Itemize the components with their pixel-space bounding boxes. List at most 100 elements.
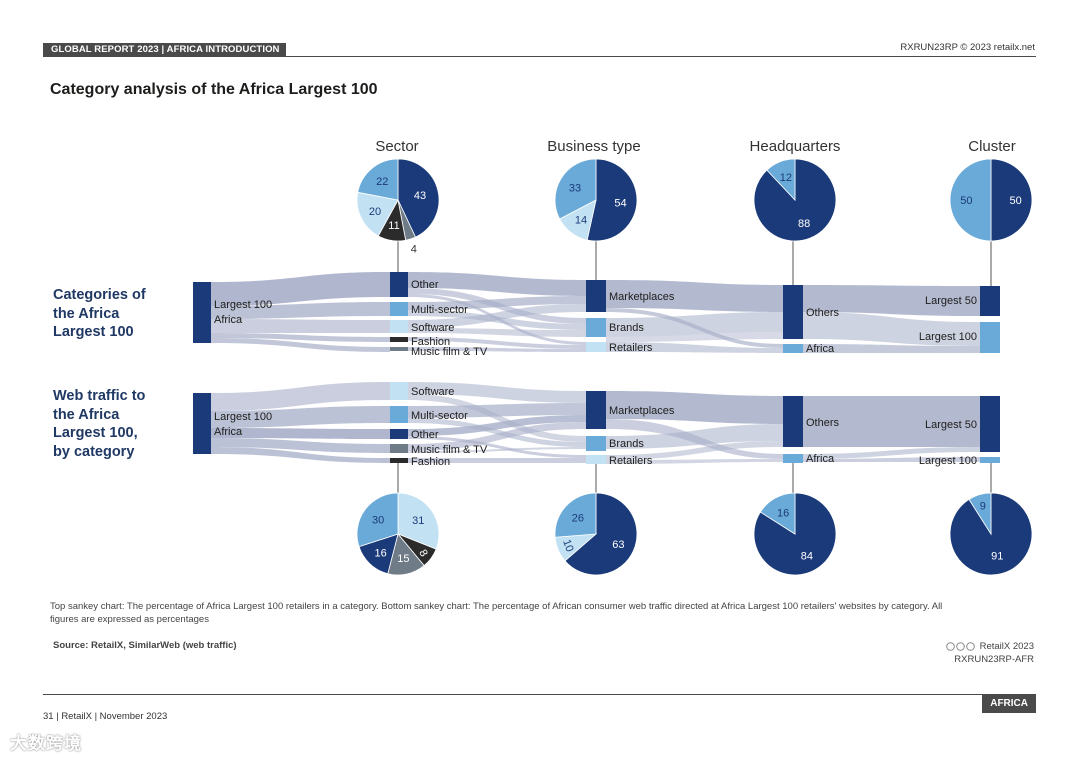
bottom-sankey-chart: Largest 100 Africa Software Multi-sector… — [193, 382, 1000, 468]
page-title: Category analysis of the Africa Largest … — [50, 81, 378, 98]
sankey-flow-marketplaces-others — [606, 391, 783, 424]
pie-value-label: 4 — [411, 244, 417, 256]
sankey-flow-marketplaces-others — [606, 280, 783, 312]
sankey-label-retailers: Retailers — [609, 455, 653, 467]
sankey-label-music: Music film & TV — [411, 346, 488, 358]
sankey-flow-music-retailers — [408, 347, 586, 352]
pie-value-label: 88 — [798, 218, 810, 230]
sankey-flow-root-fashion — [211, 333, 390, 342]
sankey-node-software — [390, 382, 408, 400]
sankey-flow-root-multisector — [211, 406, 390, 428]
sankey-flow-software-marketplaces — [408, 382, 586, 403]
sankey-flow-root-other — [211, 428, 390, 439]
retailx-credit: RetailX 2023 RXRUN23RP-AFR — [945, 640, 1034, 666]
category-analysis-chart: Largest 100 Africa Other Multi-sector So… — [193, 158, 1033, 576]
top-chart-label-line: Largest 100 — [53, 324, 134, 340]
pie-value-label: 15 — [397, 553, 409, 565]
pie-value-label: 26 — [572, 512, 584, 524]
sankey-flow-software-brands — [408, 394, 586, 442]
column-heading-headquarters: Headquarters — [749, 138, 841, 155]
sankey-node-africa — [783, 454, 803, 463]
pie-value-label: 30 — [372, 515, 384, 527]
sankey-flow-root-other — [211, 272, 390, 306]
pie-slice-brands — [554, 158, 597, 220]
sankey-node-multi-sector — [390, 302, 408, 316]
sankey-label-largest-50: Largest 50 — [925, 419, 977, 431]
bottom-chart-label-line: Largest 100, — [53, 425, 138, 441]
sankey-flow-root-music — [211, 438, 390, 453]
sankey-label-africa: Africa — [806, 343, 835, 355]
sankey-flow-fashion-retailers — [408, 337, 586, 349]
sankey-flow-retailers-others — [606, 441, 783, 460]
pie-connectors — [397, 240, 992, 495]
sankey-label-brands: Brands — [609, 438, 644, 450]
sankey-label-multi-sector: Multi-sector — [411, 410, 468, 422]
sankey-flow-africa-largest100 — [803, 344, 980, 353]
sankey-node-root — [193, 282, 211, 343]
sankey-label-largest-100: Largest 100 — [919, 455, 977, 467]
pie-slice-multi-sector — [357, 158, 399, 201]
column-heading-sector: Sector — [375, 138, 419, 155]
sankey-label-marketplaces: Marketplaces — [609, 291, 675, 303]
pie-chart-sector: 43 4 11 20 22 — [356, 158, 440, 256]
pie-chart-sector: 31 8 15 16 30 — [356, 492, 440, 576]
sankey-node-africa — [783, 344, 803, 353]
sankey-label-software: Software — [411, 386, 454, 398]
top-sankey-labels: Largest 100 Africa Other Multi-sector So… — [214, 279, 977, 358]
sankey-flow-africa-largest50 — [803, 447, 980, 459]
pie-slice-software — [397, 492, 440, 550]
retailx-report-code: RXRUN23RP-AFR — [954, 654, 1034, 665]
sankey-flow-brands-others — [606, 424, 783, 449]
sankey-label-other: Other — [411, 279, 439, 291]
sankey-label-other: Other — [411, 429, 439, 441]
sankey-label-brands: Brands — [609, 322, 644, 334]
pie-value-label: 50 — [1009, 195, 1021, 207]
sankey-label-software: Software — [411, 322, 454, 334]
sankey-root-label: Africa — [214, 314, 243, 326]
pie-value-label: 50 — [960, 195, 972, 207]
sankey-node-marketplaces — [586, 391, 606, 429]
sankey-flow-other-marketplaces — [408, 415, 586, 436]
pie-slice-marketplaces — [586, 158, 638, 242]
pie-value-label: 9 — [980, 501, 986, 513]
pie-chart-headquarters: 88 12 — [753, 158, 837, 242]
pie-slice-africa — [759, 492, 796, 535]
pie-charts: 43 4 11 20 22 54 14 33 88 12 50 50 31 8 15 16 30 63 10 26 84… — [356, 158, 1033, 576]
sankey-root-label: Africa — [214, 426, 243, 438]
bottom-chart-label: Web traffic to the Africa Largest 100, b… — [53, 387, 145, 461]
page-footer: 31 | RetailX | November 2023 — [43, 711, 168, 722]
sankey-label-multi-sector: Multi-sector — [411, 304, 468, 316]
sankey-node-music — [390, 444, 408, 453]
watermark: 大数跨境 — [10, 734, 82, 753]
sankey-node-retailers — [586, 342, 606, 352]
sankey-flow-multisector-marketplaces — [408, 296, 586, 310]
sankey-node-music — [390, 347, 408, 351]
pie-slice-largest-100 — [968, 492, 992, 536]
sankey-flow-others-largest50 — [803, 285, 980, 316]
pie-value-label: 31 — [412, 515, 424, 527]
pie-slice-largest-100 — [949, 158, 992, 242]
bottom-sankey-nodes — [193, 382, 1000, 464]
sankey-node-fashion — [390, 337, 408, 342]
sankey-node-largest-100 — [980, 322, 1000, 353]
sankey-flow-retailers-africa — [606, 342, 783, 353]
pie-value-label: 22 — [376, 176, 388, 188]
pie-value-label: 43 — [414, 190, 426, 202]
report-header-tag: GLOBAL REPORT 2023 | AFRICA INTRODUCTION — [43, 43, 286, 57]
pie-value-label: 33 — [569, 182, 581, 194]
bottom-sankey-flows — [211, 382, 980, 464]
sankey-flow-africa-largest100 — [803, 457, 980, 462]
pie-slice-africa — [766, 158, 796, 202]
pie-value-label: 14 — [575, 215, 587, 227]
sankey-node-root — [193, 393, 211, 454]
sankey-flow-retailers-africa — [606, 459, 783, 464]
sankey-flow-multisector-brands — [408, 418, 586, 447]
sankey-node-largest-50 — [980, 396, 1000, 452]
pie-value-label: 16 — [374, 548, 386, 560]
pie-chart-business-type: 54 14 33 — [554, 158, 638, 242]
pie-value-label: 91 — [991, 551, 1003, 563]
sankey-flow-software-marketplaces — [408, 304, 586, 328]
sankey-flow-other-retailers — [408, 436, 586, 458]
pie-slice-brands — [554, 492, 597, 538]
sankey-label-fashion: Fashion — [411, 336, 450, 348]
